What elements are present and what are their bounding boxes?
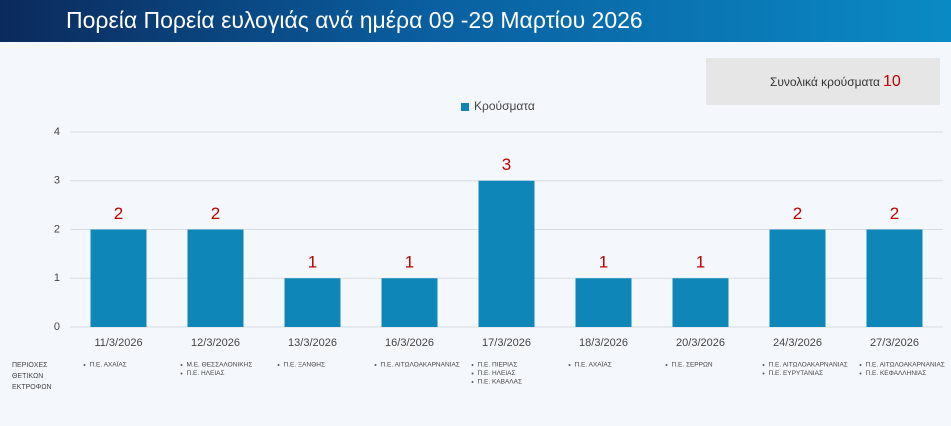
bar xyxy=(575,278,632,327)
region-bullet xyxy=(859,364,862,366)
region-bullet xyxy=(471,381,474,383)
region-bullet xyxy=(665,364,668,366)
x-tick-label: 27/3/2026 xyxy=(870,337,919,349)
data-label: 1 xyxy=(599,253,608,272)
region-name: Π.Ε. ΣΕΡΡΩΝ xyxy=(672,362,713,369)
summary-box xyxy=(706,58,940,105)
x-tick-label: 20/3/2026 xyxy=(676,337,725,349)
bar xyxy=(478,180,535,327)
legend-label: Κρούσματα xyxy=(474,99,535,113)
region-name: Μ.Ε. ΘΕΣΣΑΛΟΝΙΚΗΣ xyxy=(187,362,253,369)
header-bar xyxy=(0,0,951,42)
region-name: Π.Ε. ΑΙΤΩΛΟΑΚΑΡΝΑΝΙΑΣ xyxy=(381,362,460,369)
region-name: Π.Ε. ΠΙΕΡΙΑΣ xyxy=(478,362,518,369)
x-tick-label: 12/3/2026 xyxy=(191,337,240,349)
summary-label: Συνολικά κρούσματα xyxy=(770,75,880,89)
data-label: 3 xyxy=(502,155,511,174)
data-label: 1 xyxy=(308,253,317,272)
region-name: Π.Ε. ΚΑΒΑΛΑΣ xyxy=(478,379,522,386)
y-tick-label: 4 xyxy=(54,126,60,138)
data-label: 2 xyxy=(793,204,802,223)
region-name: Π.Ε. ΕΥΡΥΤΑΝΙΑΣ xyxy=(769,370,823,377)
bar xyxy=(284,278,341,327)
x-tick-label: 17/3/2026 xyxy=(482,337,531,349)
region-bullet xyxy=(471,372,474,375)
region-name: Π.Ε. ΞΑΝΘΗΣ xyxy=(284,362,325,369)
data-label: 1 xyxy=(405,253,414,272)
region-bullet xyxy=(471,364,474,366)
region-name: Π.Ε. ΑΙΤΩΛΟΑΚΑΡΝΑΝΙΑΣ xyxy=(769,362,848,369)
region-name: Π.Ε. ΗΛΕΙΑΣ xyxy=(187,370,225,377)
region-name: Π.Ε. ΑΙΤΩΛΟΑΚΑΡΝΑΝΙΑΣ xyxy=(866,362,945,369)
regions-label: ΠΕΡΙΟΧΕΣ xyxy=(12,362,48,369)
region-bullet xyxy=(762,372,765,375)
y-tick-label: 0 xyxy=(54,321,60,333)
data-label: 1 xyxy=(696,253,705,272)
y-tick-label: 1 xyxy=(54,272,60,284)
region-name: Π.Ε. ΑΧΑΪΑΣ xyxy=(575,361,612,369)
bar xyxy=(90,229,147,327)
x-tick-label: 11/3/2026 xyxy=(94,337,142,349)
summary-value: 10 xyxy=(883,73,901,90)
region-name: Π.Ε. ΑΧΑΪΑΣ xyxy=(90,361,127,369)
bar xyxy=(769,229,826,327)
region-bullet xyxy=(180,372,183,375)
data-label: 2 xyxy=(114,204,123,223)
y-tick-label: 2 xyxy=(54,223,60,235)
region-bullet xyxy=(83,364,86,366)
x-tick-label: 16/3/2026 xyxy=(385,337,434,349)
data-label: 2 xyxy=(211,204,220,223)
regions-label: ΕΚΤΡΟΦΩΝ xyxy=(12,384,52,391)
bar xyxy=(187,229,244,327)
x-tick-label: 24/3/2026 xyxy=(773,337,822,349)
region-name: Π.Ε. ΚΕΦΑΛΛΗΝΙΑΣ xyxy=(866,370,927,377)
data-label: 2 xyxy=(890,204,899,223)
x-tick-label: 18/3/2026 xyxy=(579,337,628,349)
region-bullet xyxy=(762,364,765,366)
region-bullet xyxy=(277,364,280,366)
region-name: Π.Ε. ΗΛΕΙΑΣ xyxy=(478,370,516,377)
x-tick-label: 13/3/2026 xyxy=(288,337,337,349)
bar xyxy=(866,229,923,327)
y-tick-label: 3 xyxy=(54,175,60,187)
bar xyxy=(672,278,729,327)
region-bullet xyxy=(374,364,377,366)
region-bullet xyxy=(859,372,862,375)
header-title: Πορεία Πορεία ευλογιάς ανά ημέρα 09 -29 … xyxy=(66,7,643,33)
region-bullet xyxy=(180,364,183,366)
regions-label: ΘΕΤΙΚΩΝ xyxy=(12,373,43,380)
bar xyxy=(381,278,438,327)
region-bullet xyxy=(568,364,571,366)
legend-swatch xyxy=(461,103,469,111)
